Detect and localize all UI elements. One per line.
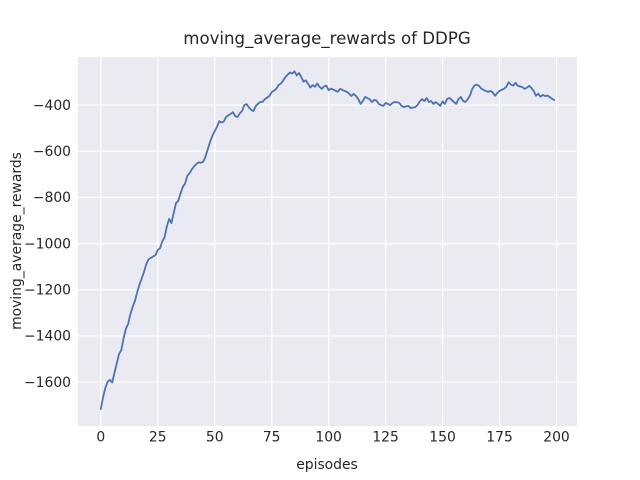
series-line-ddpg [99,70,556,411]
x-tick-label: 75 [263,430,281,446]
x-tick-label: 200 [543,430,570,446]
y-tick-label: −600 [33,144,71,160]
y-tick-label: −400 [33,98,71,114]
y-tick-label: −1200 [24,283,71,299]
x-tick-label: 125 [372,430,399,446]
x-axis-label: episodes [296,457,358,473]
x-tick-label: 0 [96,430,105,446]
plot-area [78,57,577,426]
y-tick-label: −1000 [24,236,71,252]
x-tick-label: 25 [149,430,167,446]
gridlines [78,57,577,426]
x-tick-label: 175 [486,430,513,446]
y-tick-label: −1600 [24,375,71,391]
x-tick-label: 50 [206,430,224,446]
y-tick-label: −1400 [24,329,71,345]
y-tick-label: −800 [33,190,71,206]
y-tick-labels: −400 −600 −800 −1000 −1200 −1400 −1600 [24,98,71,391]
x-tick-label: 150 [429,430,456,446]
y-axis-label: moving_average_rewards [9,152,25,330]
chart-title: moving_average_rewards of DDPG [183,29,470,49]
x-tick-labels: 0 25 50 75 100 125 150 175 200 [96,430,569,446]
x-tick-label: 100 [315,430,342,446]
